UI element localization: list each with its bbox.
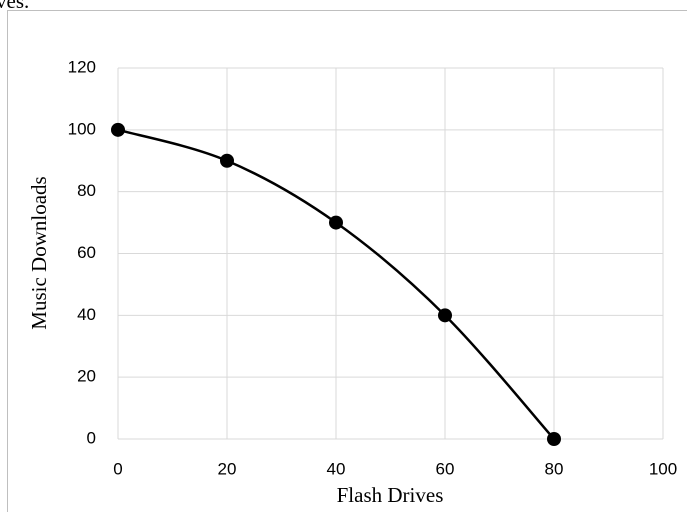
y-tick-label: 80	[77, 181, 96, 200]
y-axis-title: Music Downloads	[27, 176, 51, 329]
y-tick-label: 120	[68, 57, 96, 76]
point	[220, 153, 234, 168]
point	[438, 308, 452, 323]
y-tick-label: 20	[77, 367, 96, 386]
x-tick-label: 100	[649, 459, 677, 478]
y-tick-label: 100	[68, 119, 96, 138]
point	[111, 122, 125, 137]
y-tick-label: 0	[87, 428, 96, 447]
y-tick-label: 40	[77, 305, 96, 324]
x-tick-label: 0	[113, 459, 122, 478]
x-tick-label: 20	[218, 459, 237, 478]
x-axis-title: Flash Drives	[337, 483, 444, 507]
x-tick-label: 40	[327, 459, 346, 478]
x-tick-label: 80	[545, 459, 564, 478]
x-tick-label: 60	[436, 459, 455, 478]
chart-frame	[7, 10, 687, 512]
caption: ves.	[0, 0, 29, 13]
point	[329, 215, 343, 230]
y-tick-label: 60	[77, 243, 96, 262]
point	[547, 432, 561, 446]
